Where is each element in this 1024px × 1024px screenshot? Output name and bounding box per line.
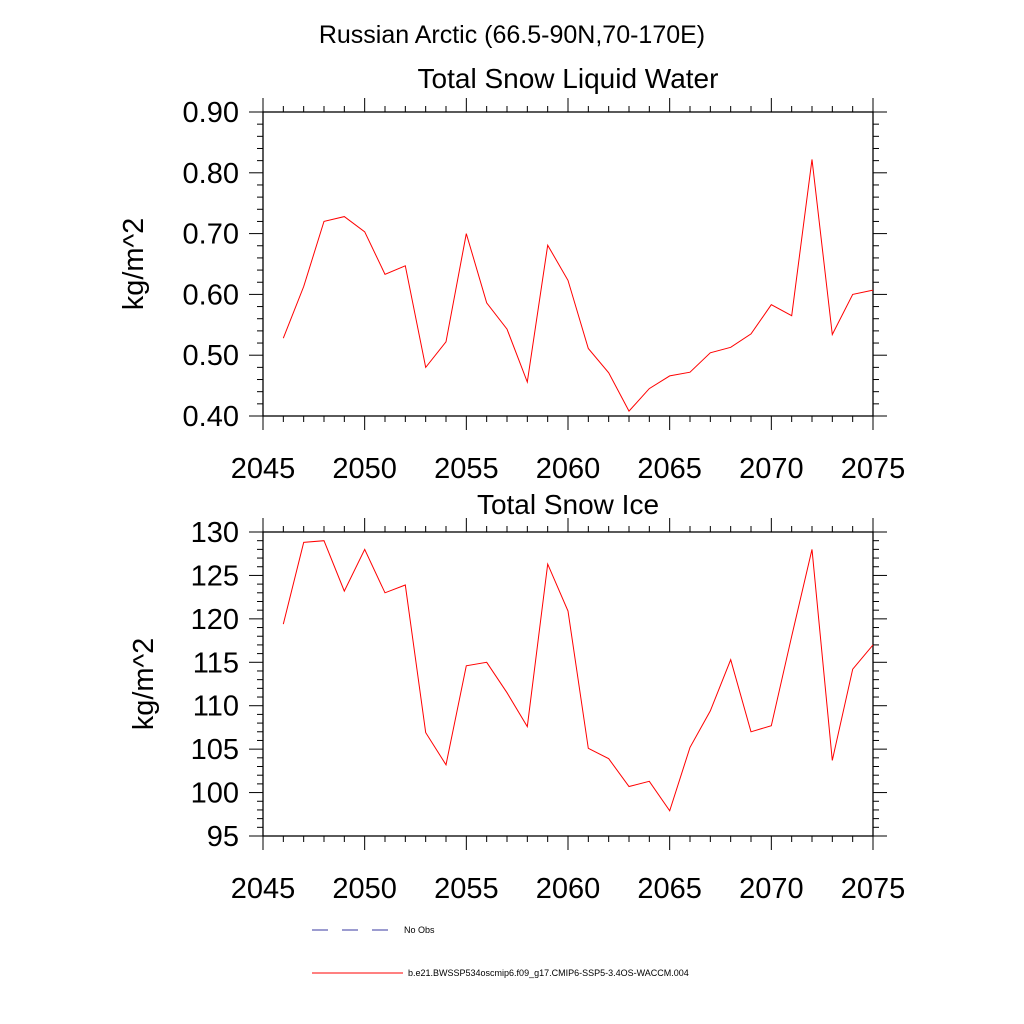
chart-title: Total Snow Ice — [477, 489, 659, 520]
y-tick-label: 0.80 — [183, 158, 239, 190]
y-tick-label: 130 — [191, 517, 239, 549]
x-tick-label: 2050 — [332, 873, 397, 905]
y-tick-labels: 0.40 0.50 0.60 0.70 0.80 0.90 — [183, 97, 239, 433]
x-tick-label: 2065 — [637, 873, 702, 905]
x-tick-labels: 2045 2050 2055 2060 2065 2070 2075 — [231, 873, 906, 905]
x-tick-label: 2050 — [332, 453, 397, 485]
y-tick-label: 0.70 — [183, 219, 239, 251]
panel-snow-ice: Total Snow Ice 2045 2050 2055 2060 2065 2070 2… — [128, 489, 905, 905]
series-group — [282, 159, 874, 412]
legend: No Obs b.e21.BWSSP534oscmip6.f09_g17.CMI… — [312, 925, 689, 978]
legend-label: No Obs — [404, 925, 435, 935]
y-tick-label: 0.40 — [183, 401, 239, 433]
series-line — [282, 540, 874, 812]
series-group — [282, 540, 874, 812]
legend-entry-model: b.e21.BWSSP534oscmip6.f09_g17.CMIP6-SSP5… — [312, 968, 689, 978]
y-tick-label: 0.90 — [183, 97, 239, 129]
x-tick-label: 2070 — [739, 453, 804, 485]
y-axis-label: kg/m^2 — [118, 218, 150, 311]
y-tick-label: 95 — [207, 821, 239, 853]
x-tick-label: 2075 — [841, 453, 906, 485]
y-tick-label: 120 — [191, 604, 239, 636]
x-tick-label: 2060 — [536, 453, 601, 485]
x-tick-label: 2045 — [231, 453, 296, 485]
x-tick-label: 2070 — [739, 873, 804, 905]
panel-snow-liquid-water: Total Snow Liquid Water 2045 2050 2055 2060… — [118, 63, 905, 485]
x-tick-label: 2045 — [231, 873, 296, 905]
y-tick-label: 115 — [193, 647, 239, 679]
x-tick-label: 2055 — [434, 453, 499, 485]
y-tick-label: 125 — [191, 560, 239, 592]
legend-entry-no-obs: No Obs — [312, 925, 435, 935]
y-tick-label: 110 — [193, 691, 239, 723]
chart-title: Total Snow Liquid Water — [418, 63, 719, 94]
x-tick-labels: 2045 2050 2055 2060 2065 2070 2075 — [231, 453, 906, 485]
legend-label: b.e21.BWSSP534oscmip6.f09_g17.CMIP6-SSP5… — [408, 968, 689, 978]
tick-marks — [249, 518, 887, 850]
x-tick-label: 2075 — [841, 873, 906, 905]
series-line — [282, 159, 874, 412]
x-tick-label: 2065 — [637, 453, 702, 485]
y-tick-label: 0.50 — [183, 340, 239, 372]
y-tick-labels: 95 100 105 110 115 120 125 130 — [191, 517, 239, 853]
y-tick-label: 0.60 — [183, 279, 239, 311]
plot-frame — [262, 531, 874, 837]
x-tick-label: 2060 — [536, 873, 601, 905]
x-tick-label: 2055 — [434, 873, 499, 905]
y-tick-label: 105 — [191, 734, 239, 766]
y-tick-label: 100 — [191, 778, 239, 810]
tick-marks — [249, 98, 887, 430]
y-axis-label: kg/m^2 — [128, 638, 160, 731]
plot-frame — [262, 111, 874, 417]
figure-suptitle: Russian Arctic (66.5-90N,70-170E) — [319, 21, 705, 49]
